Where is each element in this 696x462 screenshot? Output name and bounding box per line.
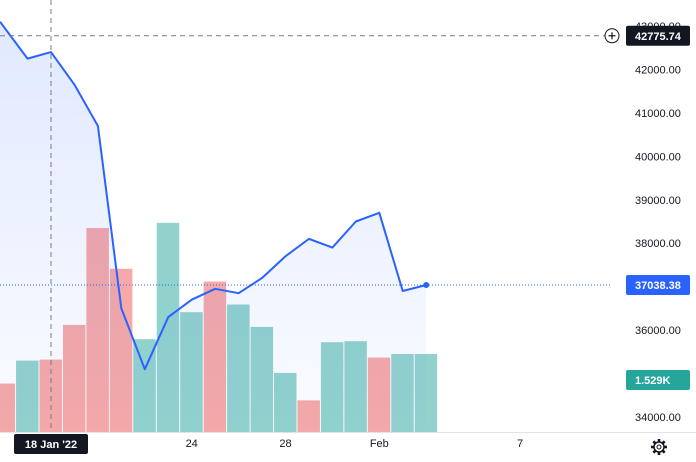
volume-label: 1.529K (635, 375, 671, 387)
time-tick-label: 28 (279, 438, 291, 450)
price-tick-label: 38000.00 (635, 238, 681, 250)
crosshair-date-tag: 18 Jan '22 (14, 434, 88, 454)
price-area-fill (0, 21, 427, 432)
price-tick-label: 40000.00 (635, 151, 681, 163)
last-price-label: 37038.38 (635, 280, 681, 292)
plus-circle-icon[interactable] (604, 28, 620, 44)
last-price-tag: 37038.38 (626, 274, 690, 295)
time-axis-area[interactable] (0, 432, 696, 462)
price-line (0, 21, 610, 371)
price-line-path (0, 21, 427, 371)
time-tick-label: 24 (186, 438, 198, 450)
price-axis[interactable]: 34000.0035000.0036000.0037000.0038000.00… (622, 0, 696, 432)
time-tick-label: Feb (370, 438, 389, 450)
crosshair-price-tag: 42775.74 (626, 25, 690, 46)
price-tick-label: 39000.00 (635, 195, 681, 207)
price-tick-label: 36000.00 (635, 325, 681, 337)
axis-tags: 42775.74 37038.38 1.529K (626, 25, 690, 390)
time-tick-label: 7 (517, 438, 523, 450)
price-tick-label: 42000.00 (635, 64, 681, 76)
volume-tag: 1.529K (626, 370, 690, 390)
crosshair-price-label: 42775.74 (635, 31, 682, 43)
crosshair-date-label: 18 Jan '22 (25, 439, 77, 451)
crosshair (0, 0, 620, 432)
time-axis[interactable]: 24 28 Feb 7 18 Jan '22 (0, 432, 696, 462)
price-tick-label: 34000.00 (635, 412, 681, 424)
price-area (0, 21, 427, 432)
price-tick-label: 41000.00 (635, 108, 681, 120)
gear-icon[interactable] (651, 439, 667, 455)
